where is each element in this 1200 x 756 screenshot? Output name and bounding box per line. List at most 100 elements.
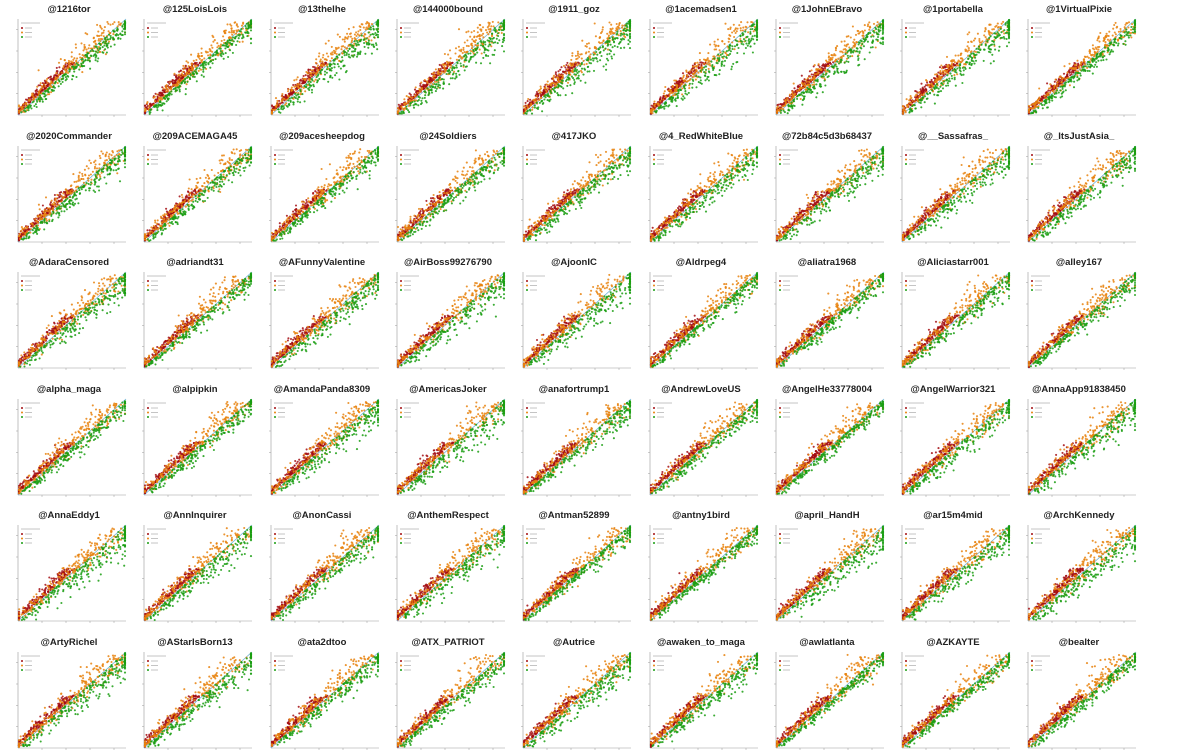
scatter-plot-area [642,650,760,756]
legend-marker [779,660,781,662]
scatter-panel: @1JohnEBravo [768,3,886,123]
legend [1031,529,1050,544]
legend [526,403,545,418]
panel-title: @1JohnEBravo [768,3,886,17]
scatter-plot-area [515,17,633,123]
legend-marker [779,159,781,161]
legend-marker [21,542,23,544]
legend [779,23,798,38]
legend-marker [400,669,402,671]
scatter-svg [1020,523,1138,629]
scatter-svg [642,144,760,250]
scatter-svg [768,144,886,250]
scatter-panel: @AZKAYTE [894,636,1012,756]
legend-marker [1031,32,1033,34]
panel-title: @Autrice [515,636,633,650]
panel-title: @awaken_to_maga [642,636,760,650]
legend [905,529,924,544]
legend [526,276,545,291]
scatter-panel: @ATX_PATRIOT [389,636,507,756]
scatter-plot-area [894,144,1012,250]
scatter-panel: @AFunnyValentine [263,256,381,376]
scatter-plot-area [894,17,1012,123]
scatter-plot-area [10,17,128,123]
legend [905,276,924,291]
panel-title: @AnnInquirer [136,509,254,523]
legend-marker [400,538,402,540]
legend-marker [400,533,402,535]
scatter-plot-area [894,397,1012,503]
scatter-svg [1020,144,1138,250]
legend [400,23,419,38]
panel-title: @417JKO [515,130,633,144]
panel-title: @alpipkin [136,383,254,397]
scatter-svg [894,270,1012,376]
legend [274,150,293,165]
legend-marker [400,542,402,544]
legend-marker [21,32,23,34]
legend [905,656,924,671]
legend-marker [1031,159,1033,161]
legend-marker [400,660,402,662]
scatter-svg [515,397,633,503]
scatter-svg [515,523,633,629]
scatter-svg [10,523,128,629]
panel-title: @AngelHe33778004 [768,383,886,397]
scatter-svg [389,650,507,756]
legend-marker [21,27,23,29]
panel-title: @1portabella [894,3,1012,17]
scatter-panel: @AnnaApp91838450 [1020,383,1138,503]
scatter-plot-area [263,144,381,250]
scatter-panel: @Autrice [515,636,633,756]
panel-title: @AirBoss99276790 [389,256,507,270]
scatter-points [776,400,884,495]
scatter-plot-area [894,270,1012,376]
scatter-plot-area [515,144,633,250]
legend-marker [1031,660,1033,662]
scatter-panel: @1portabella [894,3,1012,123]
legend-marker [526,285,528,287]
legend-marker [526,32,528,34]
legend-marker [274,154,276,156]
scatter-plot-area [768,523,886,629]
legend-marker [653,669,655,671]
legend-marker [779,154,781,156]
scatter-panel: @aliatra1968 [768,256,886,376]
legend-marker [905,27,907,29]
scatter-svg [263,270,381,376]
legend-marker [526,538,528,540]
scatter-svg [10,270,128,376]
scatter-panel: @24Soldiers [389,130,507,250]
scatter-panel: @ArchKennedy [1020,509,1138,629]
legend-marker [905,163,907,165]
scatter-svg [389,270,507,376]
panel-title: @72b84c5d3b68437 [768,130,886,144]
legend-marker [147,407,149,409]
legend [400,403,419,418]
scatter-plot-area [768,397,886,503]
panel-title: @AnonCassi [263,509,381,523]
legend-marker [779,669,781,671]
panel-title: @4_RedWhiteBlue [642,130,760,144]
scatter-panel: @alley167 [1020,256,1138,376]
panel-title: @ArchKennedy [1020,509,1138,523]
panel-title: @__Sassafras_ [894,130,1012,144]
legend-marker [21,412,23,414]
legend-marker [274,280,276,282]
legend-marker [526,36,528,38]
panel-title: @1216tor [10,3,128,17]
scatter-panel: @AngelWarrior321 [894,383,1012,503]
scatter-points [776,273,884,368]
scatter-points [523,400,631,495]
scatter-svg [768,523,886,629]
scatter-svg [515,144,633,250]
scatter-plot-area [642,17,760,123]
legend-marker [1031,27,1033,29]
panel-title: @aliatra1968 [768,256,886,270]
scatter-panel: @anafortrump1 [515,383,633,503]
scatter-points [650,399,758,494]
legend [779,403,798,418]
legend [274,529,293,544]
legend [1031,23,1050,38]
legend-marker [1031,416,1033,418]
